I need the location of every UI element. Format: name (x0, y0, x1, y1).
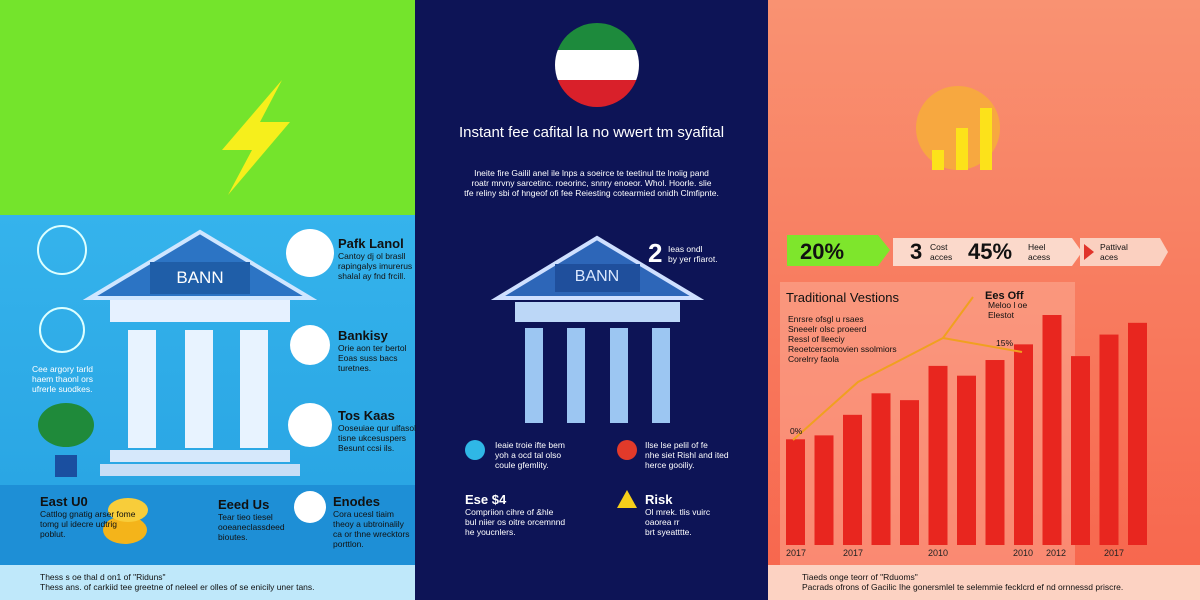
callout-lines: Meloo l oe Elestot (988, 300, 1028, 320)
strip-item: Eeed Us Tear tieo tiesel ooeaneclassdeed bi… (218, 497, 285, 542)
flag (555, 23, 639, 107)
note: 0% (790, 426, 803, 436)
middle-title: Instant fee cafital la no wwert tm syafi… (458, 124, 725, 141)
bar (928, 365, 948, 545)
risk: Risk Ol mrek. tlis vuirc oaorea rr brt syea… (645, 492, 711, 537)
pill-lines: Cost acces (930, 242, 953, 262)
icon (37, 225, 87, 275)
trend-line (792, 296, 974, 441)
cost: Ese $4 Compriion cihre of &hle bul niier o… (465, 492, 566, 537)
pill-big: 45% (968, 239, 1013, 264)
bar (843, 414, 862, 545)
pill-big: 20% (800, 239, 845, 264)
bar (1014, 344, 1033, 545)
check-icon (465, 440, 485, 460)
pill-lines: Heel acess (1028, 242, 1051, 262)
bar (1099, 334, 1119, 545)
number-lines: Ieas ondl by yer rfiarot. (668, 244, 718, 264)
warn-icon (617, 490, 637, 508)
x-label: 2017 (786, 548, 806, 558)
bar (1128, 322, 1147, 545)
x-label: 2010 (1013, 548, 1033, 558)
bank-sign: BANN (176, 268, 224, 287)
icon (294, 491, 326, 523)
icon (288, 403, 332, 447)
x-label: 2017 (843, 548, 863, 558)
x-label: 2017 (1104, 548, 1124, 558)
footer: Thess s oe thal d on1 of "Riduns" Thess a… (40, 572, 315, 592)
icon-bar (956, 128, 968, 170)
chart-title: Traditional Vestions (786, 290, 899, 305)
footer-bg (0, 565, 415, 600)
strip-item: Enodes Cora ucesl tiaim theoy a ubtroinali… (333, 494, 410, 549)
trend-line (942, 337, 1023, 353)
callout-title: Ees Off (985, 290, 1024, 302)
strip (0, 485, 415, 565)
x-label: 2010 (928, 548, 948, 558)
bar (814, 435, 834, 545)
x-label: 2012 (1046, 548, 1066, 558)
pill (893, 238, 1082, 266)
pill-lines: Pattival aces (1100, 242, 1128, 262)
icon (290, 325, 330, 365)
bullets: Enrsre ofsgl u rsaes Sneeelr olsc proeerd… (788, 314, 897, 364)
bank-sign: BANN (574, 268, 620, 285)
bar (871, 393, 891, 545)
bar (1071, 356, 1090, 545)
pill (1080, 238, 1168, 266)
bar (985, 360, 1005, 545)
bar (957, 375, 976, 545)
icon-bar (980, 108, 992, 170)
pro: Ieaie troie ifte bem yoh a ocd tal olso co… (495, 440, 565, 470)
bank-middle (490, 235, 705, 423)
right-footer-bg (768, 565, 1200, 600)
bar (900, 400, 919, 545)
green-panel (0, 0, 415, 215)
pill (787, 235, 890, 266)
icon-bar (932, 150, 944, 170)
bank-left (82, 229, 318, 476)
arrow (1084, 244, 1094, 260)
bar (786, 439, 805, 545)
side-note: Cee argory tarld haem thaonl ors ufrerle s… (32, 364, 93, 394)
icon (39, 307, 85, 353)
item: Bankisy Orie aon ter bertol Eoas suss bacs… (338, 328, 407, 373)
item: Tos Kaas Ooseuiae qur ulfasol tisne ukcesu… (338, 408, 416, 453)
pill-big: 3 (910, 239, 923, 264)
lightning (222, 80, 290, 195)
footer: Tiaeds onge teorr of "Rduoms" Pacrads ofr… (802, 572, 1124, 592)
icon (286, 229, 334, 277)
x-icon (617, 440, 637, 460)
coins (103, 498, 148, 544)
strip-item: East U0 Cattlog gnatig arser fome tomg ul … (40, 494, 136, 539)
item: Pafk Lanol Cantoy dj ol brasll rapingalys … (338, 236, 413, 281)
con: Ilse lse pelil of fe nhe siet Rishl and i… (645, 440, 729, 470)
bars (786, 315, 1147, 545)
paragraph: Ineite fire Gailil anel ile lnps a soeir… (464, 168, 719, 198)
bar (1042, 315, 1062, 545)
note: 15% (996, 338, 1014, 348)
plant (38, 403, 94, 477)
number: 2 (648, 238, 663, 268)
